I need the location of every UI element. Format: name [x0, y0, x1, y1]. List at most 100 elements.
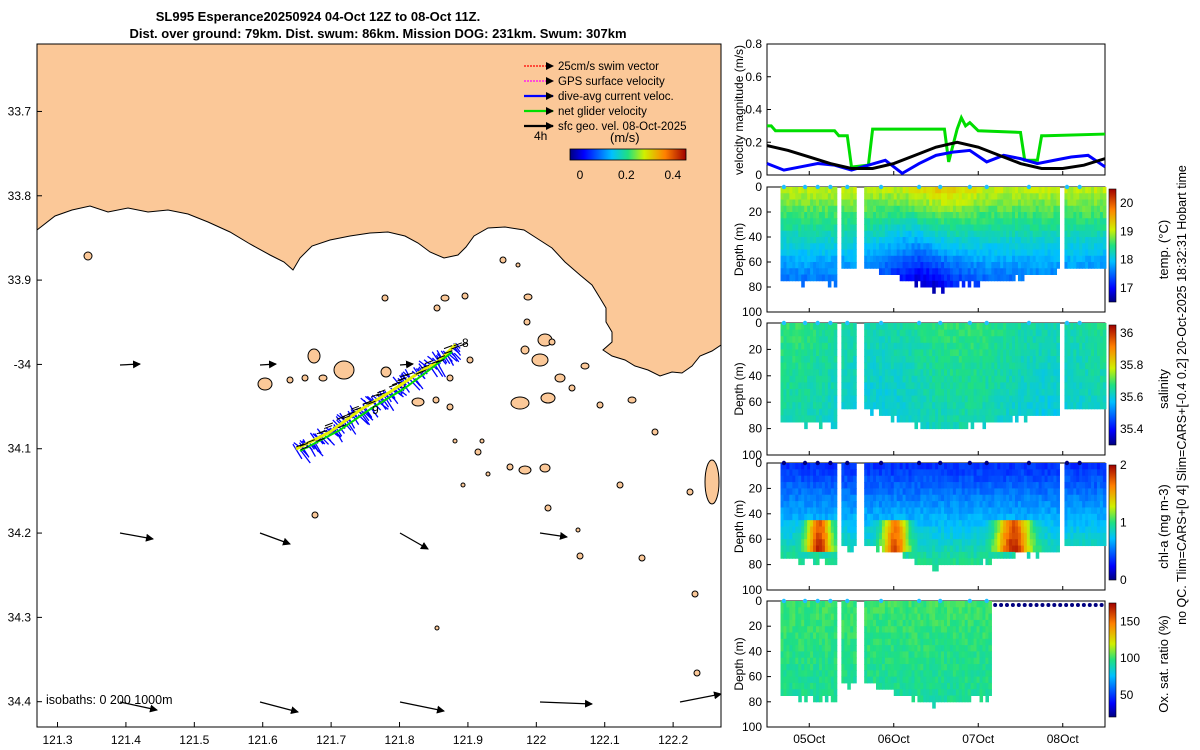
section-cell	[1070, 395, 1074, 403]
section-cell	[902, 507, 907, 515]
section-cell	[926, 280, 930, 288]
section-cell	[1000, 402, 1004, 410]
section-cell	[780, 362, 785, 370]
section-cell	[780, 329, 785, 337]
section-cell	[908, 501, 913, 508]
section-cell	[1053, 545, 1058, 553]
section-cell	[816, 274, 820, 282]
section-cell	[783, 375, 788, 383]
section-cell	[991, 408, 995, 416]
section-cell	[890, 329, 895, 337]
section-cell	[1082, 369, 1086, 377]
section-cell	[789, 532, 793, 540]
section-cell	[1056, 369, 1060, 377]
section-cell	[893, 469, 898, 477]
section-cell	[798, 389, 802, 397]
section-cell	[844, 463, 848, 470]
section-cell	[961, 199, 966, 207]
section-cell	[970, 369, 975, 377]
section-cell	[1000, 349, 1004, 357]
section-cell	[795, 336, 799, 344]
section-cell	[1064, 482, 1068, 489]
section-cell	[816, 205, 820, 213]
surface-vector	[376, 392, 385, 397]
section-cell	[786, 243, 790, 250]
section-cell	[864, 356, 868, 364]
section-cell	[1003, 526, 1007, 534]
section-cell	[1050, 475, 1055, 483]
section-cell	[1035, 408, 1040, 416]
section-cell	[911, 551, 916, 559]
section-cell	[946, 551, 951, 559]
section-cell	[864, 494, 868, 502]
section-cell	[798, 395, 802, 403]
section-cell	[976, 230, 981, 238]
section-cell	[958, 463, 963, 470]
section-cell	[938, 488, 942, 496]
section-cell	[917, 551, 921, 559]
section-cell	[878, 323, 883, 331]
section-cell	[976, 274, 981, 282]
section-cell	[783, 408, 788, 416]
section-cell	[1070, 375, 1074, 383]
section-cell	[923, 415, 927, 423]
section-cell	[949, 193, 954, 200]
section-cell	[844, 323, 848, 331]
section-cell	[923, 551, 927, 559]
section-cell	[878, 262, 883, 269]
section-cell	[955, 488, 960, 496]
section-cell	[946, 274, 951, 282]
section-cell	[783, 389, 788, 397]
section-cell	[881, 526, 886, 534]
section-cell	[1096, 249, 1101, 257]
section-cell	[821, 408, 826, 416]
section-cell	[905, 323, 910, 331]
section-cell	[890, 187, 895, 194]
section-cell	[976, 494, 981, 502]
section-cell	[801, 274, 805, 282]
section-cell	[1012, 475, 1016, 483]
section-cell	[902, 274, 907, 282]
dive-current-vector	[293, 442, 300, 447]
section-cell	[1038, 205, 1043, 213]
section-cell	[1026, 323, 1031, 331]
section-cell	[946, 488, 951, 496]
section-cell	[964, 488, 969, 496]
islands	[83, 251, 720, 677]
section-cell	[1029, 237, 1034, 244]
surface-dot	[802, 184, 808, 190]
section-cell	[786, 274, 790, 282]
section-cell	[905, 488, 910, 496]
section-cell	[997, 369, 1001, 377]
section-cell	[1064, 249, 1068, 257]
section-cell	[816, 463, 820, 470]
section-cell	[841, 395, 845, 403]
section-cell	[952, 469, 957, 477]
section-cell	[841, 336, 845, 344]
section-cell	[1012, 212, 1016, 219]
section-cell	[982, 475, 987, 483]
section-cell	[1053, 349, 1058, 357]
section-cell	[833, 475, 838, 483]
section-cell	[958, 193, 963, 200]
section-cell	[873, 336, 877, 344]
section-cell	[920, 237, 924, 244]
section-cell	[896, 395, 901, 403]
section-cell	[1053, 395, 1058, 403]
section-cell	[789, 507, 793, 515]
section-cell	[864, 349, 868, 357]
section-cell	[893, 218, 898, 225]
section-cell	[786, 356, 790, 364]
section-cell	[1056, 356, 1060, 364]
section-cell	[905, 349, 910, 357]
section-cell	[1032, 389, 1037, 397]
section-cell	[1035, 369, 1040, 377]
section-cell	[881, 507, 886, 515]
section-cell	[1026, 520, 1031, 527]
section-cell	[801, 488, 805, 496]
section-cell	[816, 532, 820, 540]
section-cell	[1035, 243, 1040, 250]
section-cell	[1041, 329, 1046, 337]
section-cell	[911, 532, 916, 540]
